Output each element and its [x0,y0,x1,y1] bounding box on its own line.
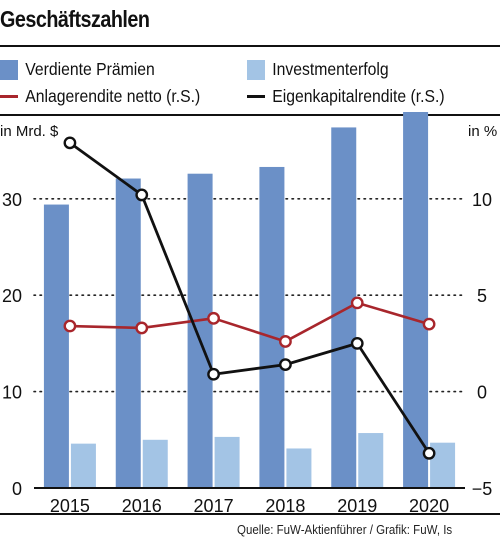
point-eigenkapitalrendite [350,336,364,350]
x-tick-label: 2020 [409,496,449,516]
x-tick-label: 2015 [50,496,90,516]
y-left-tick-label: 30 [2,190,22,210]
legend-swatch [247,59,265,80]
y-right-axis-label: in % [468,123,497,140]
y-left-axis-label: in Mrd. $ [0,123,59,140]
legend-rule [0,114,500,116]
y-right-tick-label: 0 [477,383,487,403]
legend-item-verdiente-praemien: Verdiente Prämien [0,59,155,80]
legend-item-eigenkapitalrendite: Eigenkapitalrendite (r.S.) [247,86,445,107]
bars-layer [43,112,456,489]
bar-investmenterfolg [358,433,384,488]
point-anlagerendite [350,296,364,310]
chart-plot: in Mrd. $ in % 0 10 20 30 −5 0 5 10 2015 2016 2017… [0,112,497,516]
bar-investmenterfolg [142,439,168,488]
legend-label: Verdiente Prämien [25,59,155,79]
y-right-tick-label: −5 [472,479,493,499]
legend-item-investmenterfolg: Investmenterfolg [247,59,389,80]
point-eigenkapitalrendite [279,358,292,371]
point-anlagerendite [135,321,149,335]
page-title: Geschäftszahlen [0,6,150,32]
bar-verdiente-praemien [331,127,357,488]
legend-label: Eigenkapitalrendite (r.S.) [272,86,445,106]
gridlines [33,197,466,393]
legend-swatch [0,95,18,98]
chart-legend: Verdiente Prämien Investmenterfolg Anlag… [0,56,500,112]
legend-label: Investmenterfolg [272,59,389,79]
top-rule [0,45,500,47]
line-eigenkapitalrendite [69,141,431,455]
y-left-tick-label: 0 [12,479,22,499]
bar-verdiente-praemien [403,112,429,488]
y-right-tick-label: 10 [472,190,492,210]
bar-verdiente-praemien [259,166,285,488]
bottom-rule [0,513,500,515]
y-right-tick-label: 5 [477,286,487,306]
source-note: Quelle: FuW-Aktienführer / Grafik: FuW, … [237,523,453,537]
x-tick-label: 2019 [337,496,377,516]
point-anlagerendite [207,311,220,325]
legend-swatch [0,59,18,80]
legend-item-anlagerendite: Anlagerendite netto (r.S.) [0,86,200,107]
x-tick-label: 2016 [122,496,162,516]
point-anlagerendite [279,335,292,348]
bar-investmenterfolg [286,448,312,488]
point-eigenkapitalrendite [63,136,77,150]
point-eigenkapitalrendite [422,446,436,460]
point-eigenkapitalrendite [207,367,220,381]
bar-verdiente-praemien [115,178,141,488]
point-anlagerendite [422,317,436,331]
bar-verdiente-praemien [187,173,213,488]
legend-swatch [247,95,265,98]
y-left-tick-label: 20 [2,286,22,306]
bar-investmenterfolg [214,436,240,488]
lines-layer [63,136,436,460]
bar-verdiente-praemien [43,204,69,489]
line-anlagerendite [69,301,430,343]
point-eigenkapitalrendite [135,188,149,202]
point-anlagerendite [63,319,77,333]
bar-investmenterfolg [70,443,96,488]
x-tick-label: 2017 [194,496,234,516]
y-left-tick-label: 10 [2,383,22,403]
tick-labels: 0 10 20 30 −5 0 5 10 2015 2016 2017 2018 2019 2020 [2,190,492,516]
legend-label: Anlagerendite netto (r.S.) [25,86,201,106]
x-tick-label: 2018 [265,496,305,516]
